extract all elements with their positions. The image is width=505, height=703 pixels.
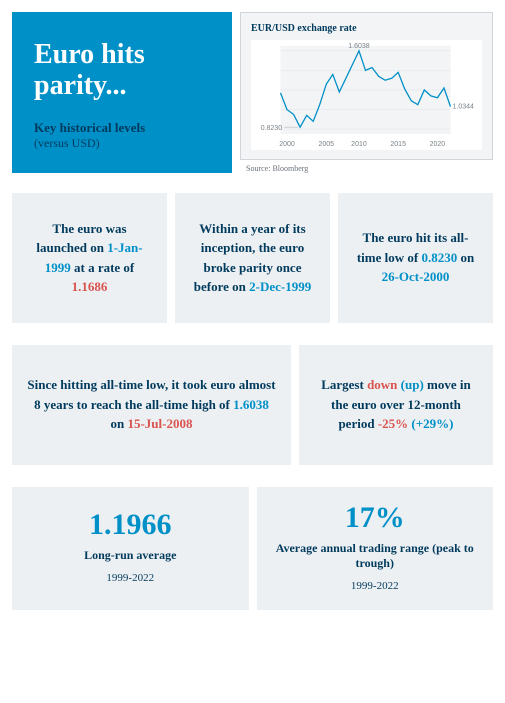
avg-period: 1999-2022 — [106, 570, 154, 587]
text: on — [110, 416, 127, 431]
chart-source: Source: Bloomberg — [240, 164, 493, 173]
svg-text:0.8230: 0.8230 — [261, 125, 283, 132]
text: on — [457, 250, 474, 265]
text: at a rate of — [71, 260, 135, 275]
cards-row-2: Since hitting all-time low, it took euro… — [12, 345, 493, 465]
card-parity-first: Within a year of its inception, the euro… — [175, 193, 330, 323]
svg-text:2020: 2020 — [430, 141, 446, 148]
card-avg: 1.1966 Long-run average 1999-2022 — [12, 487, 249, 611]
parity-date: 2-Dec-1999 — [249, 279, 311, 294]
pos-move: (+29%) — [408, 416, 453, 431]
cards-row-1: The euro was launched on 1-Jan-1999 at a… — [12, 193, 493, 323]
chart-title: EUR/USD exchange rate — [251, 23, 482, 34]
card-moves: Largest down (up) move in the euro over … — [299, 345, 493, 465]
card-high: Since hitting all-time low, it took euro… — [12, 345, 291, 465]
page-title: Euro hits parity... — [34, 40, 210, 102]
down-word: down — [367, 377, 397, 392]
range-period: 1999-2022 — [351, 578, 399, 595]
subtitle-light: (versus USD) — [34, 136, 210, 151]
chart-wrap: EUR/USD exchange rate 200020052010201520… — [240, 12, 493, 173]
high-date: 15-Jul-2008 — [127, 416, 192, 431]
title-block: Euro hits parity... Key historical level… — [12, 12, 232, 173]
card-low: The euro hit its all-time low of 0.8230 … — [338, 193, 493, 323]
range-label: Average annual trading range (peak to tr… — [271, 541, 480, 572]
cards-row-3: 1.1966 Long-run average 1999-2022 17% Av… — [12, 487, 493, 611]
high-value: 1.6038 — [233, 397, 269, 412]
svg-text:2005: 2005 — [318, 141, 334, 148]
low-date: 26-Oct-2000 — [382, 269, 450, 284]
svg-text:1.0344: 1.0344 — [453, 104, 475, 111]
avg-label: Long-run average — [84, 548, 176, 564]
launch-rate: 1.1686 — [72, 279, 108, 294]
infographic: Euro hits parity... Key historical level… — [12, 12, 493, 610]
svg-text:2015: 2015 — [390, 141, 406, 148]
low-value: 0.8230 — [421, 250, 457, 265]
svg-text:2000: 2000 — [279, 141, 295, 148]
subtitle-strong: Key historical levels — [34, 120, 210, 136]
avg-value: 1.1966 — [89, 510, 172, 540]
up-word: (up) — [397, 377, 423, 392]
text: Largest — [321, 377, 367, 392]
card-launch: The euro was launched on 1-Jan-1999 at a… — [12, 193, 167, 323]
chart-box: EUR/USD exchange rate 200020052010201520… — [240, 12, 493, 160]
card-range: 17% Average annual trading range (peak t… — [257, 487, 494, 611]
range-value: 17% — [345, 503, 405, 533]
line-chart: 2000 2005 2010 2015 2020 0.8230 1.6038 1.0344 — [251, 40, 482, 150]
svg-text:2010: 2010 — [351, 141, 367, 148]
top-row: Euro hits parity... Key historical level… — [12, 12, 493, 173]
svg-text:1.6038: 1.6038 — [348, 43, 370, 50]
neg-move: -25% — [378, 416, 408, 431]
